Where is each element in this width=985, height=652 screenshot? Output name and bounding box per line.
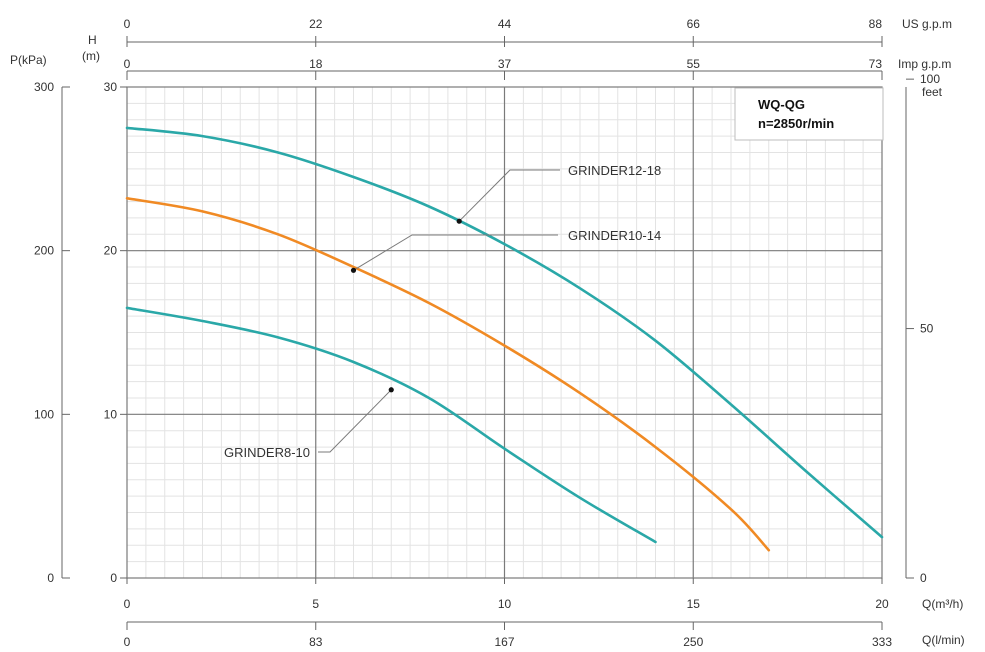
flow-lmin-tick-label: 333 — [872, 635, 892, 649]
head-tick-label: 0 — [110, 571, 117, 585]
impgpm-tick-label: 73 — [869, 57, 883, 71]
pressure-tick-label: 200 — [34, 244, 54, 258]
series-curves — [125, 126, 884, 552]
impgpm-tick-label: 18 — [309, 57, 323, 71]
pressure-tick-label: 300 — [34, 80, 54, 94]
usgpm-tick-label: 44 — [498, 17, 512, 31]
callout-leader — [353, 234, 558, 271]
flow-m3h-tick-label: 5 — [312, 597, 319, 611]
flow-lmin-axis-label: Q(l/min) — [922, 633, 965, 647]
impgpm-tick-label: 37 — [498, 57, 512, 71]
usgpm-unit-label: US g.p.m — [902, 17, 952, 31]
impgpm-tick-label: 55 — [687, 57, 701, 71]
callout-leader — [318, 389, 392, 453]
pressure-tick-label: 0 — [47, 571, 54, 585]
series-label: GRINDER8-10 — [224, 445, 310, 460]
pressure-axis-label: P(kPa) — [10, 53, 47, 67]
flow-m3h-tick-label: 10 — [498, 597, 512, 611]
tick-labels: 0 22 44 66 880 18 37 55 730 5 10 15 200 83 167 250 33301… — [34, 17, 940, 649]
curve-grinder10-14 — [125, 197, 771, 552]
chart-title: WQ-QG — [758, 97, 805, 112]
series-label: GRINDER10-14 — [568, 228, 661, 243]
pressure-tick-label: 100 — [34, 407, 54, 421]
head-tick-label: 20 — [104, 244, 118, 258]
callout-leader — [458, 169, 560, 222]
flow-m3h-tick-label: 15 — [687, 597, 701, 611]
flow-lmin-tick-label: 250 — [683, 635, 703, 649]
feet-axis-label: feet — [922, 85, 943, 99]
chart-subtitle: n=2850r/min — [758, 116, 834, 131]
flow-lmin-tick-label: 167 — [494, 635, 514, 649]
head-tick-label: 30 — [104, 80, 118, 94]
legend-box: WQ-QG n=2850r/min — [734, 87, 884, 141]
callout-point — [456, 218, 462, 224]
usgpm-tick-label: 88 — [869, 17, 883, 31]
impgpm-tick-label: 0 — [124, 57, 131, 71]
callouts: GRINDER12-18 GRINDER10-14 GRINDER8-10 — [224, 163, 661, 460]
flow-lmin-tick-label: 0 — [124, 635, 131, 649]
head-tick-label: 10 — [104, 407, 118, 421]
usgpm-tick-label: 0 — [124, 17, 131, 31]
curve-grinder8-10 — [125, 306, 657, 544]
flow-lmin-tick-label: 83 — [309, 635, 323, 649]
callout-point — [350, 267, 357, 273]
series-label: GRINDER12-18 — [568, 163, 661, 178]
head-axis-label-top: H — [88, 33, 97, 47]
curve-grinder12-18 — [125, 126, 884, 539]
feet-tick-label: 100 — [920, 72, 940, 86]
flow-m3h-tick-label: 0 — [124, 597, 131, 611]
flow-m3h-axis-label: Q(m³/h) — [922, 597, 963, 611]
axes — [61, 36, 914, 630]
usgpm-tick-label: 22 — [309, 17, 323, 31]
flow-m3h-tick-label: 20 — [875, 597, 889, 611]
feet-tick-label: 50 — [920, 322, 934, 336]
impgpm-unit-label: Imp g.p.m — [898, 57, 951, 71]
callout-point — [388, 387, 394, 393]
usgpm-tick-label: 66 — [687, 17, 701, 31]
head-axis-label-bottom: (m) — [82, 49, 100, 63]
feet-tick-label: 0 — [920, 571, 927, 585]
